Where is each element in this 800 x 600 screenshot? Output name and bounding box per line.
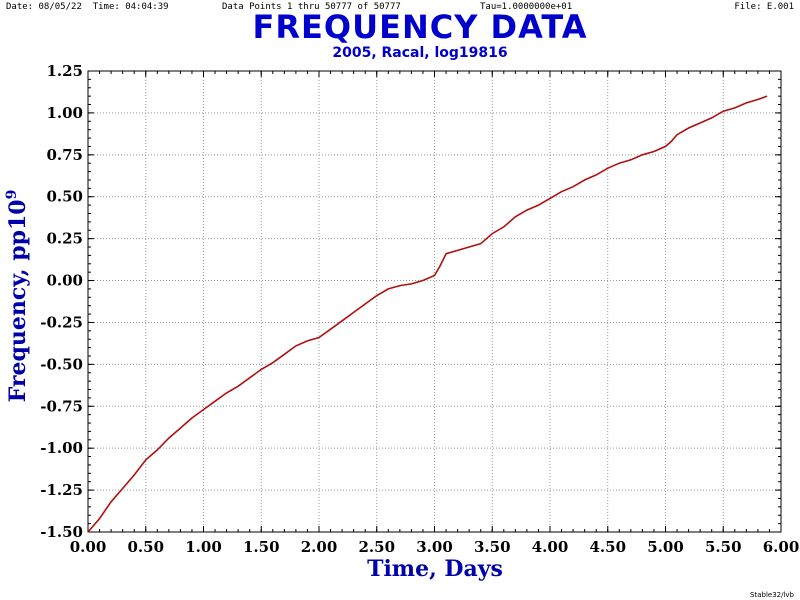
y-tick-label: 0.25: [46, 230, 83, 248]
chart-title: FREQUENCY DATA: [252, 8, 588, 46]
y-tick-label: -0.50: [40, 355, 83, 373]
y-tick-label: 0.50: [46, 188, 83, 206]
y-axis-title: Frequency, pp109: [4, 190, 31, 403]
y-tick-label: -1.50: [40, 523, 83, 541]
x-tick-labels: 0.00 0.50 1.00 1.50 2.00 2.50 3.00 3.50 4.00 4.50…: [70, 538, 800, 556]
x-tick-label: 3.50: [474, 538, 511, 556]
chart-subtitle: 2005, Racal, log19816: [332, 45, 508, 61]
x-tick-label: 0.50: [127, 538, 164, 556]
y-tick-label: -1.25: [40, 481, 83, 499]
y-tick-label: -0.25: [40, 313, 83, 331]
x-tick-label: 3.00: [416, 538, 453, 556]
y-tick-label: -1.00: [40, 439, 83, 457]
y-tick-label: -0.75: [40, 397, 83, 415]
y-axis-title-exponent: 9: [4, 190, 20, 200]
header-data-points: Data Points 1 thru 50777 of 50777: [222, 2, 401, 12]
frequency-series-line: [87, 95, 768, 533]
header-date: Date: 08/05/22 Time: 04:04:39: [6, 2, 169, 12]
header-date-text: Date: 08/05/22: [6, 2, 82, 12]
y-tick-label: 1.00: [46, 104, 83, 122]
x-tick-label: 0.00: [70, 538, 107, 556]
footer-credit: Stable32/lvb: [750, 591, 794, 599]
x-tick-label: 4.00: [532, 538, 569, 556]
x-tick-label: 1.50: [243, 538, 280, 556]
x-tick-label: 2.00: [301, 538, 338, 556]
grid-lines: [88, 71, 781, 532]
x-tick-label: 4.50: [589, 538, 626, 556]
header-tau: Tau=1.0000000e+01: [480, 2, 573, 12]
x-tick-label: 5.00: [647, 538, 684, 556]
axis-ticks: [87, 70, 782, 533]
y-tick-label: 0.75: [46, 146, 83, 164]
x-tick-label: 1.00: [185, 538, 222, 556]
x-axis-title: Time, Days: [367, 556, 503, 582]
x-tick-label: 2.50: [358, 538, 395, 556]
y-tick-label: 0.00: [46, 272, 83, 290]
y-tick-labels: 1.25 1.00 0.75 0.50 0.25 0.00 -0.25 -0.50 -0.75 -…: [40, 62, 83, 541]
x-tick-label: 6.00: [763, 538, 800, 556]
header-file: File: E.001: [734, 2, 794, 12]
x-tick-label: 5.50: [705, 538, 742, 556]
header-time-text: Time: 04:04:39: [92, 2, 169, 12]
y-axis-title-base: Frequency, pp10: [5, 199, 31, 402]
y-tick-label: 1.25: [46, 62, 83, 80]
